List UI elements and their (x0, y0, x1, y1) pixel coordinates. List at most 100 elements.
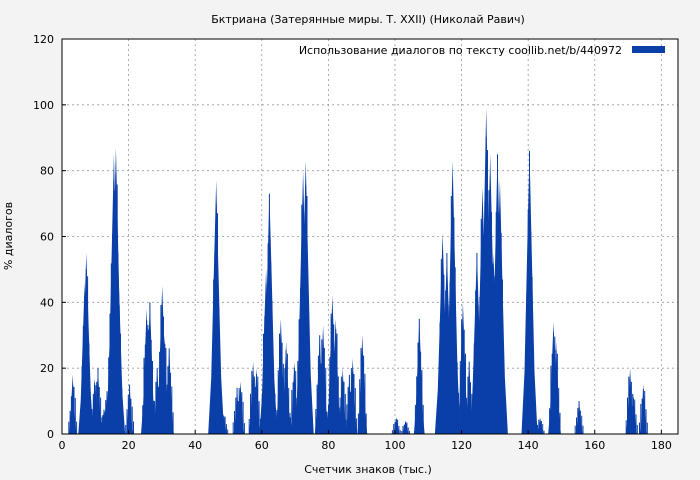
data-bar (254, 387, 256, 434)
grid-lines (62, 39, 678, 434)
data-bar (165, 348, 167, 434)
data-bar (152, 417, 154, 434)
data-bar (219, 375, 221, 434)
data-bar (253, 393, 255, 434)
data-bar (630, 381, 632, 434)
data-bar (224, 416, 226, 434)
data-bar (326, 411, 328, 434)
data-bar (222, 419, 223, 434)
data-bar (527, 209, 529, 434)
data-bar (478, 382, 480, 434)
data-bar (345, 419, 346, 434)
data-bar (628, 376, 630, 434)
data-bar (74, 397, 76, 434)
data-bar (448, 377, 450, 434)
data-bar (277, 370, 279, 434)
data-bar (454, 375, 456, 434)
data-bar (645, 409, 647, 434)
data-bar (551, 412, 553, 434)
data-bar (306, 196, 308, 434)
data-bar (279, 333, 280, 434)
data-bar (85, 269, 87, 434)
data-bar (462, 326, 464, 434)
data-bar (288, 387, 290, 434)
data-bar (451, 415, 453, 434)
legend-label: Использование диалогов по тексту coollib… (299, 44, 622, 57)
data-bar (263, 333, 264, 434)
data-bar (145, 400, 147, 434)
data-bar (452, 210, 454, 434)
y-axis-label: % диалогов (2, 202, 15, 270)
data-bar (347, 387, 349, 434)
data-bar (157, 403, 159, 434)
data-bar (293, 368, 295, 434)
data-bar (271, 380, 273, 434)
data-bar (361, 353, 363, 434)
data-bar (265, 373, 266, 434)
data-bar (577, 407, 579, 434)
data-bar (103, 412, 105, 434)
data-bar (213, 279, 215, 434)
data-bar (558, 387, 560, 434)
data-bar (234, 411, 235, 434)
data-bar (634, 399, 636, 434)
data-bar (420, 351, 422, 434)
data-bar (481, 359, 483, 434)
data-bar (160, 305, 162, 434)
data-bar (69, 410, 71, 434)
data-bar (152, 361, 153, 434)
data-bar (395, 419, 397, 434)
data-bar (439, 322, 441, 434)
data-bar (235, 397, 237, 434)
y-tick-label: 100 (33, 99, 54, 112)
data-bar (321, 339, 323, 434)
data-bar (455, 359, 457, 434)
data-bar (409, 431, 410, 434)
data-bar (475, 290, 477, 434)
data-bar (343, 381, 345, 434)
data-bar (161, 373, 163, 434)
data-bar (148, 329, 150, 434)
data-bar (476, 253, 478, 434)
data-bar (115, 173, 117, 434)
x-tick-label: 80 (321, 439, 335, 452)
data-bar (480, 218, 482, 434)
data-bar (250, 393, 251, 434)
y-tick-label: 60 (40, 231, 54, 244)
data-bar (549, 408, 551, 434)
data-bar (160, 411, 162, 434)
data-bar (309, 371, 311, 434)
data-bar (261, 396, 263, 434)
data-bar (172, 412, 174, 434)
data-bar (450, 196, 452, 434)
x-tick-label: 60 (255, 439, 269, 452)
data-bar (267, 243, 269, 434)
x-tick-label: 100 (384, 439, 405, 452)
data-bar (99, 429, 101, 434)
data-bar (346, 404, 348, 434)
data-bar (268, 193, 270, 434)
data-bar (166, 391, 168, 434)
data-bar (629, 380, 631, 434)
data-bar (328, 405, 329, 434)
data-bar (526, 292, 528, 434)
data-bar (83, 353, 85, 434)
legend: Использование диалогов по тексту coollib… (299, 44, 665, 57)
data-bar (117, 253, 119, 434)
data-bar (354, 387, 356, 434)
data-bar (459, 361, 461, 434)
data-bar (485, 137, 487, 434)
data-bar (248, 419, 250, 434)
data-bar (252, 418, 254, 434)
data-bar (270, 262, 272, 434)
data-bar (539, 420, 541, 434)
data-bar (629, 424, 630, 434)
data-bar (500, 233, 502, 434)
y-tick-label: 40 (40, 296, 54, 309)
data-bar (316, 384, 318, 434)
data-bar (112, 259, 114, 434)
data-bar (284, 368, 286, 434)
data-bar (479, 297, 481, 434)
data-bar (98, 387, 100, 434)
